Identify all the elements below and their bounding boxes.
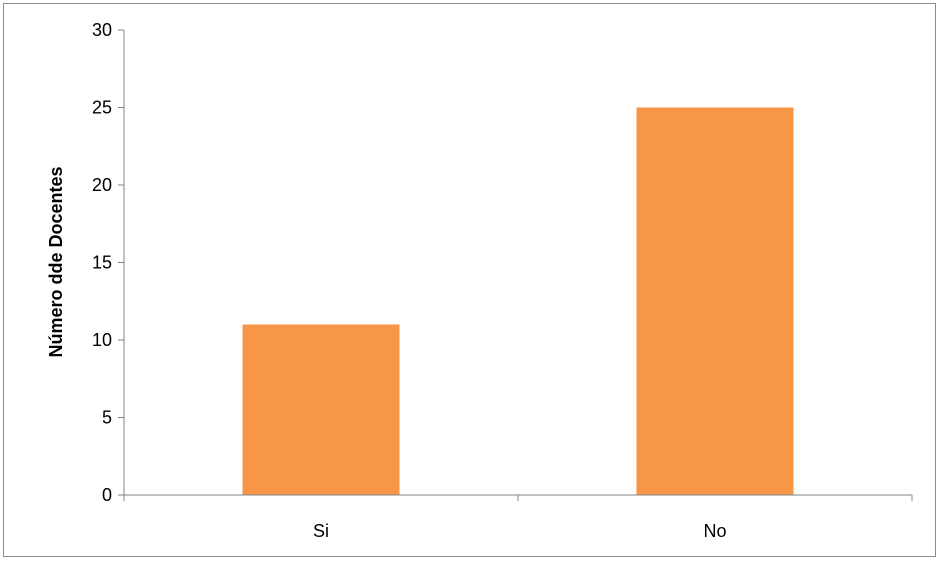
x-axis-ticks: Si No [123, 495, 913, 541]
y-tick-label: 5 [102, 408, 112, 428]
x-tick-label-si: Si [313, 521, 329, 541]
y-tick-label: 25 [92, 98, 112, 118]
bar-si [242, 324, 400, 495]
y-tick-label: 15 [92, 253, 112, 273]
y-tick-label: 20 [92, 175, 112, 195]
x-tick-label-no: No [703, 521, 726, 541]
bars [242, 107, 794, 495]
y-axis-title: Número dde Docentes [46, 166, 66, 357]
bar-no [636, 107, 794, 495]
y-tick-label: 30 [92, 20, 112, 40]
y-tick-label: 0 [102, 485, 112, 505]
y-tick-label: 10 [92, 330, 112, 350]
y-axis-ticks: 0 5 10 15 20 25 30 [92, 20, 124, 505]
